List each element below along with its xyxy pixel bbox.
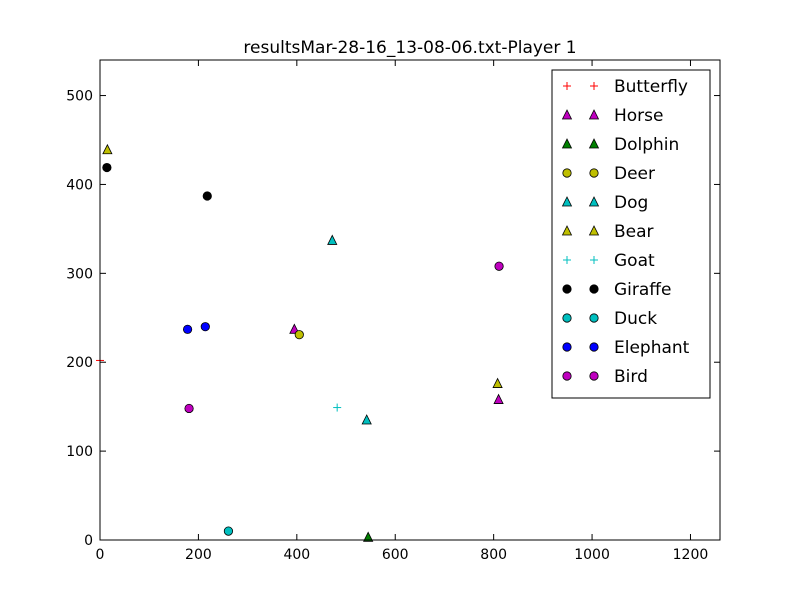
point-giraffe-1 (102, 162, 112, 173)
point-deer-1 (294, 330, 304, 340)
legend-item-deer: Deer (562, 164, 655, 184)
legend-marker-goat (590, 256, 598, 264)
legend-marker-horse (561, 109, 573, 120)
point-dog-2 (361, 414, 372, 425)
point-horse-2 (493, 393, 504, 404)
x-tick-label: 600 (382, 547, 409, 563)
legend-marker-dolphin (588, 138, 600, 149)
legend-marker-butterfly (563, 82, 571, 90)
legend-label-butterfly: Butterfly (614, 77, 688, 97)
legend-item-dolphin: Dolphin (561, 135, 679, 155)
legend-label-giraffe: Giraffe (614, 280, 671, 300)
y-tick-label: 500 (66, 89, 93, 105)
y-tick-label: 100 (66, 444, 93, 460)
point-goat-1 (333, 403, 342, 412)
legend-item-butterfly: Butterfly (563, 77, 688, 97)
point-bird-1 (184, 403, 194, 414)
legend-label-deer: Deer (614, 164, 655, 184)
legend-marker-dog (588, 196, 600, 207)
point-giraffe-2 (202, 191, 212, 201)
legend-marker-bird (562, 371, 572, 381)
legend-label-dog: Dog (614, 193, 648, 213)
legend-marker-elephant (589, 342, 599, 352)
legend-item-elephant: Elephant (562, 338, 690, 358)
y-tick-label: 0 (84, 533, 93, 549)
x-tick-label: 0 (96, 547, 105, 563)
legend-item-bird: Bird (562, 367, 648, 387)
legend-marker-goat (563, 256, 571, 264)
legend-item-horse: Horse (561, 106, 664, 126)
point-elephant-2 (200, 322, 210, 332)
legend-item-bear: Bear (561, 222, 654, 242)
legend-marker-dolphin (561, 138, 573, 149)
legend-item-duck: Duck (562, 309, 657, 329)
legend-label-duck: Duck (614, 309, 657, 329)
point-bear-2 (492, 377, 503, 388)
x-tick-label: 1000 (574, 547, 610, 563)
x-tick-label: 800 (480, 547, 507, 563)
x-tick-label: 400 (283, 547, 310, 563)
point-bear-1 (102, 143, 113, 155)
plot-frame (99, 59, 721, 541)
legend-marker-dog (561, 196, 573, 207)
point-duck-1 (223, 526, 234, 536)
chart-title: resultsMar-28-16_13-08-06.txt-Player 1 (243, 38, 576, 58)
legend-marker-elephant (562, 342, 572, 352)
x-tick-label: 1200 (673, 547, 709, 563)
legend-item-giraffe: Giraffe (562, 280, 671, 300)
axis-ticks: 0 200 400 600 800 1000 1200 0 100 200 300 400 500 (66, 60, 720, 563)
y-tick-label: 300 (66, 266, 93, 282)
point-dog-1 (327, 234, 338, 245)
point-dolphin-1 (363, 531, 374, 542)
legend-item-dog: Dog (561, 193, 648, 213)
legend-marker-butterfly (590, 82, 598, 90)
legend-label-bear: Bear (614, 222, 654, 242)
legend-marker-bear (588, 225, 600, 236)
plot-marks (96, 143, 504, 542)
legend-marker-giraffe (562, 284, 572, 294)
point-bird-2 (494, 261, 504, 271)
legend-marker-bird (589, 371, 599, 381)
legend-marker-deer (562, 168, 572, 178)
legend-marker-giraffe (589, 284, 599, 294)
legend-item-goat: Goat (563, 251, 655, 271)
legend-label-horse: Horse (614, 106, 664, 126)
legend-marker-deer (589, 168, 599, 178)
legend-marker-bear (561, 225, 573, 236)
legend: Butterfly Horse Dolphin Deer Dog Bear Goat Gira… (551, 69, 711, 399)
x-tick-label: 200 (185, 547, 212, 563)
legend-marker-duck (589, 313, 599, 323)
legend-marker-horse (588, 109, 600, 120)
legend-label-elephant: Elephant (614, 338, 690, 358)
legend-box (551, 69, 711, 399)
legend-label-bird: Bird (614, 367, 648, 387)
legend-label-dolphin: Dolphin (614, 135, 679, 155)
y-tick-label: 200 (66, 355, 93, 371)
y-tick-label: 400 (66, 177, 93, 193)
point-elephant-1 (182, 324, 193, 334)
legend-label-goat: Goat (614, 251, 655, 271)
legend-marker-duck (562, 313, 572, 323)
